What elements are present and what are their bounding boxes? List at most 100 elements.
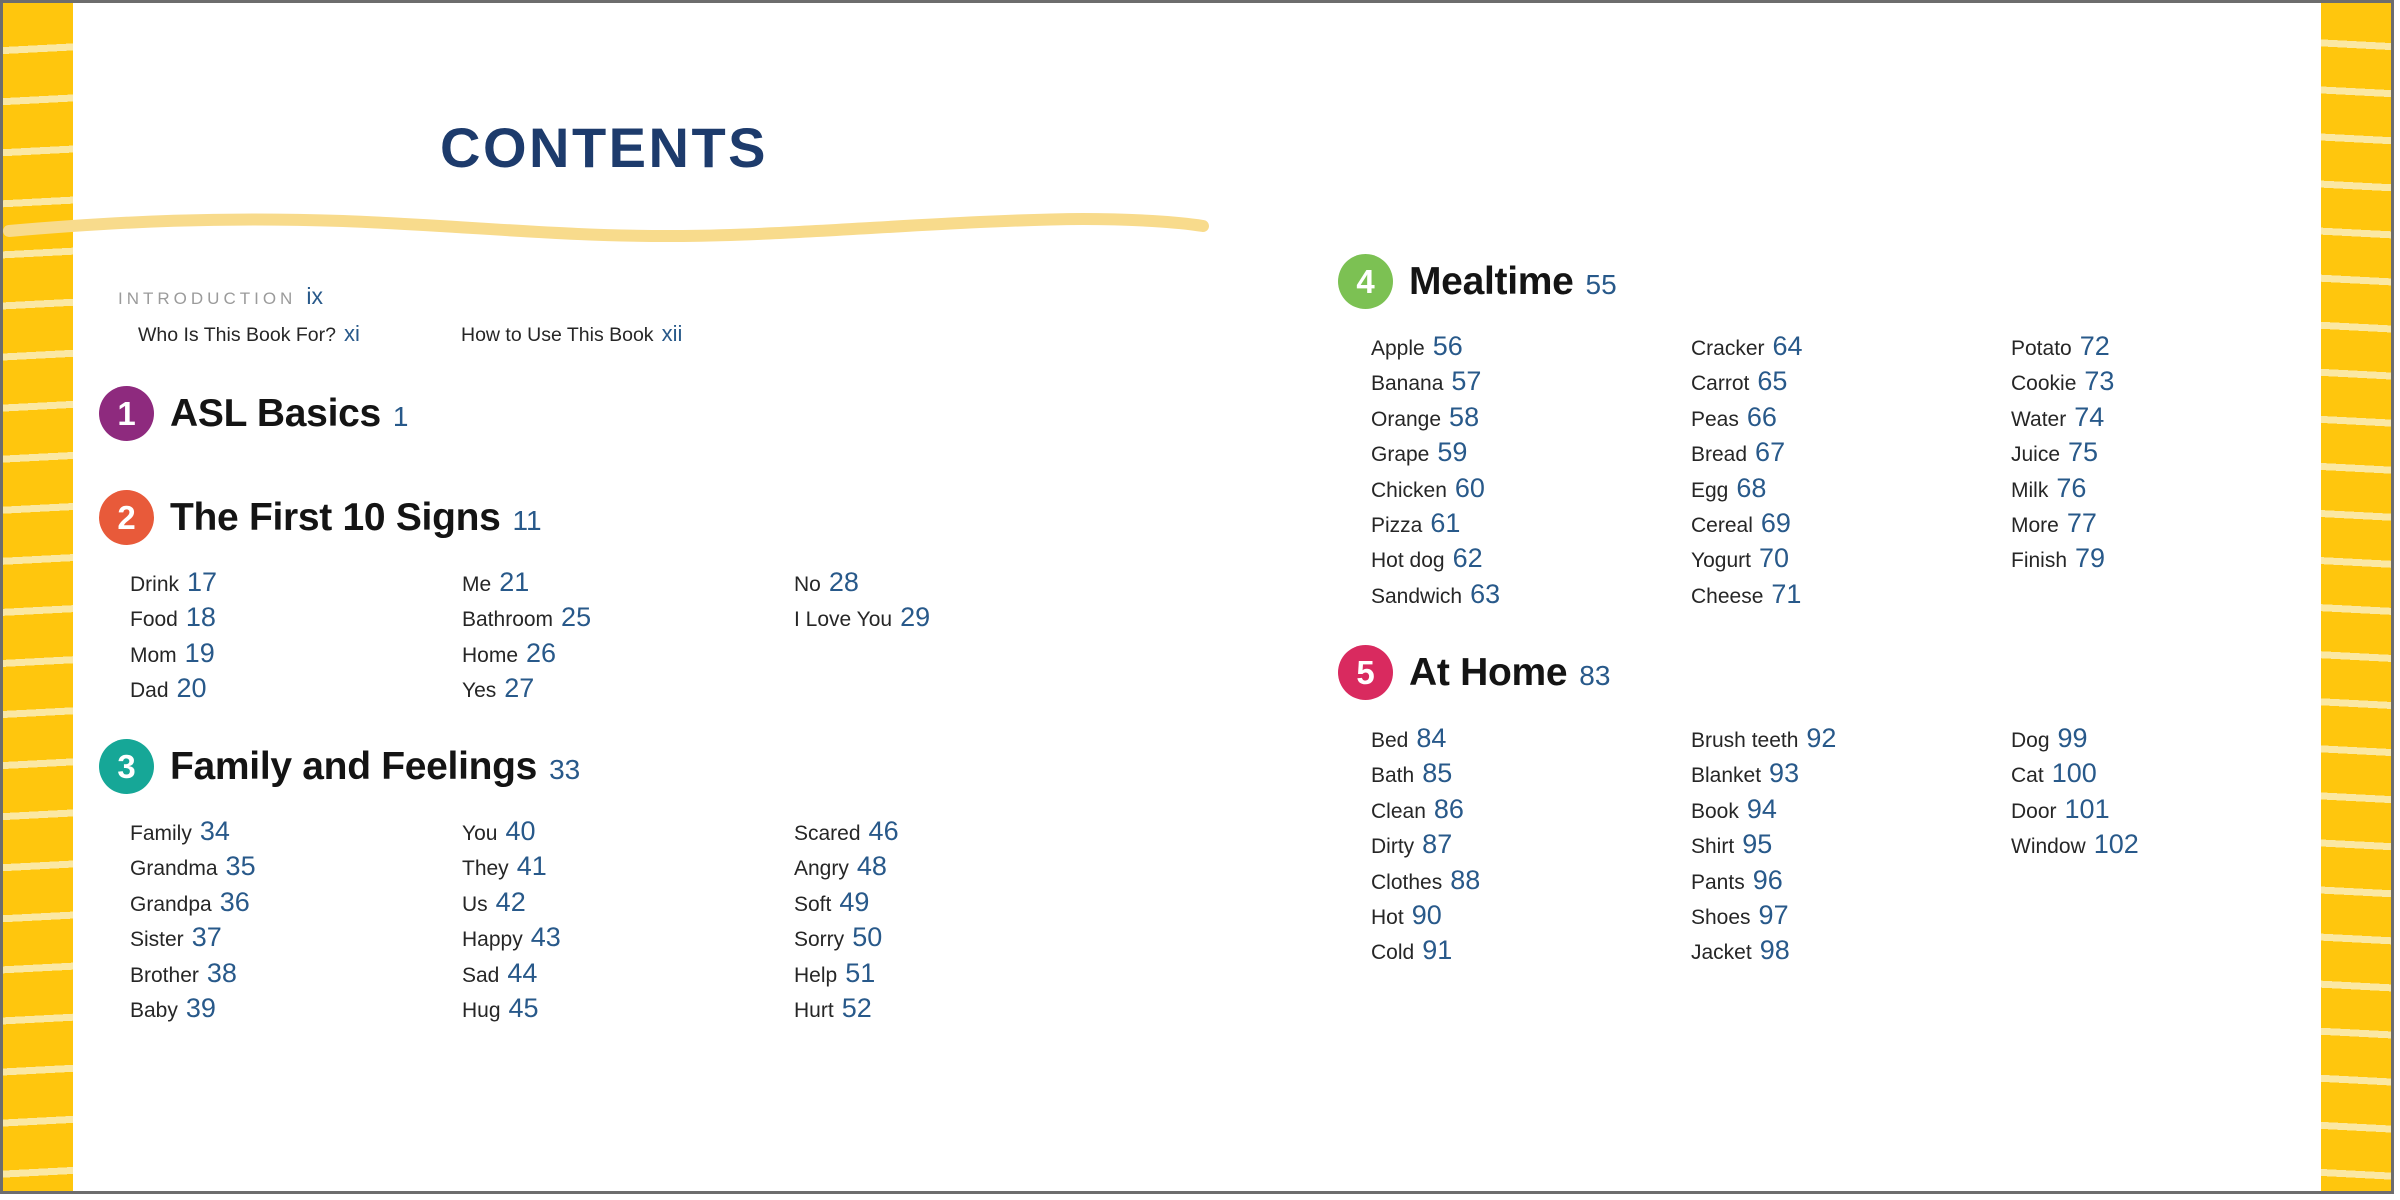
entry-label: Sad xyxy=(462,963,500,987)
toc-entry: Clean 86 xyxy=(1371,794,1691,829)
entry-page-number: 19 xyxy=(184,637,215,668)
toc-entry: Grandpa 36 xyxy=(130,887,462,922)
entry-label: Grandpa xyxy=(130,892,212,916)
entry-column: Brush teeth 92 Blanket 93 Book 94 Shirt 95 Pants… xyxy=(1691,723,2011,971)
entry-page-number: 69 xyxy=(1760,507,1791,538)
entry-page-number: 51 xyxy=(845,957,876,988)
entry-label: Mom xyxy=(130,643,177,667)
entry-page-number: 94 xyxy=(1746,793,1777,824)
entry-page-number: 93 xyxy=(1769,758,1800,789)
entry-label: Pants xyxy=(1691,870,1745,894)
toc-entry: Angry 48 xyxy=(794,851,1126,886)
entry-column: Cracker 64 Carrot 65 Peas 66 Bread 67 Egg 68 Cerea… xyxy=(1691,331,2011,614)
entry-label: Food xyxy=(130,608,178,632)
entry-page-number: 90 xyxy=(1411,899,1442,930)
toc-entry: Sorry 50 xyxy=(794,922,1126,957)
toc-entry: Potato 72 xyxy=(2011,331,2331,366)
entry-label: You xyxy=(462,822,498,845)
entry-column: Potato 72 Cookie 73 Water 74 Juice 75 Milk 76 More… xyxy=(2011,331,2331,614)
entry-label: Sorry xyxy=(794,928,845,952)
entry-label: Finish xyxy=(2011,549,2068,573)
entry-page-number: 64 xyxy=(1772,331,1803,361)
toc-entry: Us 42 xyxy=(462,887,794,922)
wavy-underline-decoration xyxy=(3,212,1209,243)
intro-link-page-number: xi xyxy=(343,321,360,346)
entry-label: Bread xyxy=(1691,443,1748,467)
entry-page-number: 63 xyxy=(1470,578,1501,609)
entry-page-number: 62 xyxy=(1452,543,1483,574)
chapter-1-page-number: 1 xyxy=(392,400,409,432)
toc-entry: They 41 xyxy=(462,851,794,886)
entry-label: Scared xyxy=(794,822,861,845)
entry-page-number: 61 xyxy=(1430,507,1461,538)
toc-entry: Dog 99 xyxy=(2011,723,2331,758)
toc-entry: Bread 67 xyxy=(1691,437,2011,472)
chapter-heading-at-home: 5 At Home 83 xyxy=(1338,645,1610,700)
chapter-3-page-number: 33 xyxy=(549,753,581,785)
entry-label: Yogurt xyxy=(1691,549,1751,573)
entry-column: Me 21 Bathroom 25 Home 26 Yes 27 xyxy=(462,567,794,709)
chapter-5-entries: Bed 84 Bath 85 Clean 86 Dirty 87 Clothes 88 Hot 90 C… xyxy=(1371,723,2331,971)
entry-page-number: 100 xyxy=(2051,758,2097,789)
toc-entry: Grandma 35 xyxy=(130,851,462,886)
chapter-4-entries: Apple 56 Banana 57 Orange 58 Grape 59 Chicken 60 P… xyxy=(1371,331,2331,614)
entry-page-number: 58 xyxy=(1449,401,1480,432)
entry-label: Cheese xyxy=(1691,584,1764,608)
toc-entry: Yogurt 70 xyxy=(1691,543,2011,578)
entry-label: Dad xyxy=(130,679,169,703)
entry-page-number: 50 xyxy=(852,922,883,953)
entry-page-number: 38 xyxy=(206,957,237,988)
toc-entry: Bed 84 xyxy=(1371,723,1691,758)
toc-entry: Hurt 52 xyxy=(794,993,1126,1028)
right-yellow-border-decoration xyxy=(2321,3,2391,1191)
entry-label: Happy xyxy=(462,928,523,952)
toc-entry: Sad 44 xyxy=(462,958,794,993)
toc-entry: Orange 58 xyxy=(1371,402,1691,437)
chapter-4-page-number: 55 xyxy=(1585,268,1617,300)
entry-page-number: 84 xyxy=(1416,723,1447,753)
intro-link-label: Who Is This Book For? xyxy=(138,324,336,346)
entry-page-number: 28 xyxy=(828,567,859,597)
entry-page-number: 88 xyxy=(1450,864,1481,895)
chapter-2-number-badge: 2 xyxy=(99,490,154,545)
entry-page-number: 72 xyxy=(2079,331,2110,361)
toc-entry: Dad 20 xyxy=(130,673,462,708)
entry-label: Jacket xyxy=(1691,941,1752,965)
entry-page-number: 60 xyxy=(1454,472,1485,503)
entry-page-number: 18 xyxy=(185,602,216,633)
toc-entry: Grape 59 xyxy=(1371,437,1691,472)
entry-page-number: 71 xyxy=(1771,578,1802,609)
entry-page-number: 27 xyxy=(504,673,535,704)
toc-entry: No 28 xyxy=(794,567,1126,602)
entry-label: Brush teeth xyxy=(1691,729,1799,752)
entry-label: Sandwich xyxy=(1371,584,1463,608)
toc-entry: Sandwich 63 xyxy=(1371,579,1691,614)
toc-entry: Mom 19 xyxy=(130,638,462,673)
entry-label: Hot xyxy=(1371,905,1404,929)
chapter-2-title: The First 10 Signs xyxy=(170,495,501,539)
toc-entry: Cereal 69 xyxy=(1691,508,2011,543)
entry-page-number: 39 xyxy=(185,992,216,1023)
toc-entry: Shoes 97 xyxy=(1691,900,2011,935)
chapter-heading-family-and-feelings: 3 Family and Feelings 33 xyxy=(99,739,580,794)
entry-label: Blanket xyxy=(1691,764,1762,788)
entry-label: Family xyxy=(130,822,192,845)
toc-entry: Cracker 64 xyxy=(1691,331,2011,366)
chapter-3-number-badge: 3 xyxy=(99,739,154,794)
entry-label: Cereal xyxy=(1691,513,1753,537)
intro-link-who-is-this-book-for: Who Is This Book For? xi xyxy=(138,321,360,347)
entry-column: Apple 56 Banana 57 Orange 58 Grape 59 Chicken 60 P… xyxy=(1371,331,1691,614)
entry-page-number: 57 xyxy=(1451,366,1482,397)
entry-label: Bathroom xyxy=(462,608,554,632)
introduction-label: INTRODUCTION xyxy=(118,289,297,308)
chapter-4-number-badge: 4 xyxy=(1338,254,1393,309)
entry-page-number: 86 xyxy=(1433,793,1464,824)
entry-label: Apple xyxy=(1371,337,1425,360)
chapter-2-page-number: 11 xyxy=(512,504,542,536)
toc-entry: Peas 66 xyxy=(1691,402,2011,437)
entry-page-number: 75 xyxy=(2068,437,2099,468)
entry-page-number: 44 xyxy=(507,957,538,988)
entry-label: Hurt xyxy=(794,998,834,1022)
entry-page-number: 67 xyxy=(1755,437,1786,468)
entry-page-number: 96 xyxy=(1752,864,1783,895)
